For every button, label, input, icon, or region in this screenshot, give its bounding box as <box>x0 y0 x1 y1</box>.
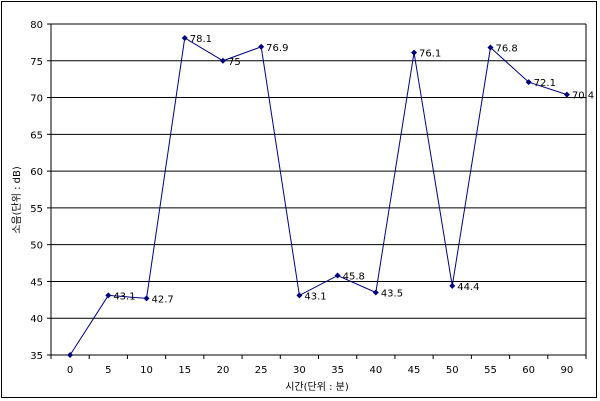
data-point <box>334 272 341 279</box>
data-point <box>372 289 379 296</box>
data-label: 45.8 <box>343 272 365 283</box>
x-axis-label: 시간(단위 : 분) <box>285 380 349 393</box>
y-tick-label: 60 <box>30 167 43 178</box>
data-point <box>258 43 265 50</box>
data-point <box>525 79 532 86</box>
x-tick-label: 60 <box>522 365 535 376</box>
x-tick-label: 45 <box>408 365 421 376</box>
series-line <box>67 34 570 358</box>
data-point <box>487 44 494 51</box>
data-point <box>105 292 112 299</box>
data-label: 44.4 <box>457 282 479 293</box>
data-point <box>181 34 188 41</box>
x-tick-label: 40 <box>369 365 382 376</box>
x-tick-label: 90 <box>561 365 574 376</box>
data-label: 76.8 <box>495 44 517 55</box>
series-polyline <box>69 37 568 356</box>
data-label: 76.9 <box>266 43 288 54</box>
data-point <box>563 91 570 98</box>
data-point <box>449 282 456 289</box>
x-tick-label: 25 <box>255 365 268 376</box>
y-tick-label: 75 <box>30 57 43 68</box>
axes: 35 40 45 50 55 60 65 70 75 80 0 5 10 15 20 25 30 35 40 45 50… <box>30 20 587 376</box>
y-tick-label: 70 <box>30 94 43 105</box>
x-tick-label: 50 <box>446 365 459 376</box>
y-tick-label: 50 <box>30 241 43 252</box>
data-point <box>219 57 226 64</box>
data-labels: 43.1 42.7 78.1 75 76.9 43.1 45.8 43.5 76.1 44.4 76… <box>113 34 594 305</box>
data-point <box>296 292 303 299</box>
x-tick-label: 35 <box>331 365 344 376</box>
data-label: 43.5 <box>381 288 403 299</box>
y-tick-label: 65 <box>30 130 43 141</box>
y-axis-label: 소음(단위 : dB) <box>10 166 23 234</box>
x-tick-label: 5 <box>105 365 111 376</box>
y-tick-label: 55 <box>30 204 43 215</box>
y-tick-label: 40 <box>30 314 43 325</box>
data-point <box>411 49 418 56</box>
x-tick-label: 10 <box>140 365 153 376</box>
x-tick-label: 30 <box>293 365 306 376</box>
data-label: 42.7 <box>152 294 174 305</box>
data-label: 70.4 <box>572 91 594 102</box>
y-tick-label: 35 <box>30 351 43 362</box>
y-tick-label: 80 <box>30 20 43 31</box>
y-tick-label: 45 <box>30 277 43 288</box>
grid-lines <box>51 23 586 319</box>
data-label: 43.1 <box>304 291 326 302</box>
x-tick-label: 0 <box>67 365 73 376</box>
x-tick-label: 55 <box>484 365 497 376</box>
x-tick-label: 15 <box>178 365 191 376</box>
data-label: 72.1 <box>534 78 556 89</box>
data-point <box>143 295 150 302</box>
data-label: 78.1 <box>190 34 212 45</box>
x-tick-label: 20 <box>217 365 230 376</box>
data-label: 75 <box>228 57 241 68</box>
data-point <box>67 352 74 358</box>
data-label: 43.1 <box>113 291 135 302</box>
data-label: 76.1 <box>419 49 441 60</box>
